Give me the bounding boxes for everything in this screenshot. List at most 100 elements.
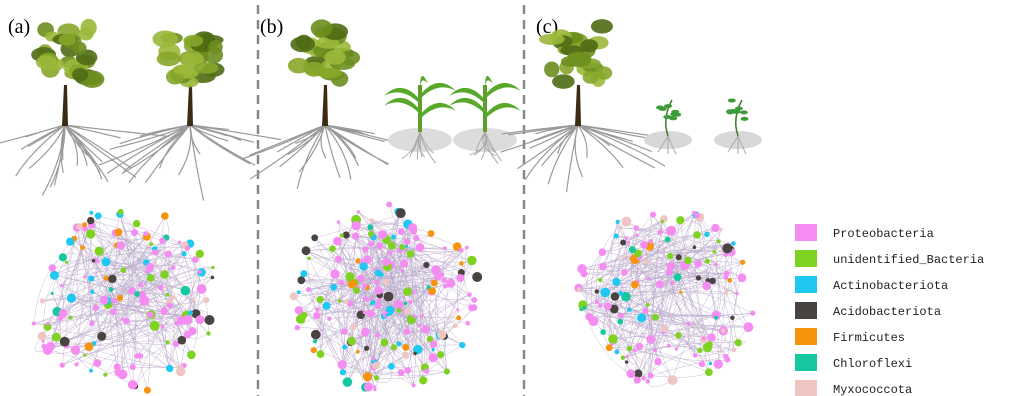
node	[147, 312, 154, 319]
node	[724, 276, 728, 280]
node	[707, 333, 715, 341]
node	[710, 278, 716, 284]
node	[634, 377, 641, 384]
node	[419, 376, 427, 384]
leaflet	[740, 110, 748, 114]
corn-plant	[449, 76, 521, 164]
legend-swatch	[795, 354, 817, 371]
node	[49, 264, 56, 271]
node	[167, 303, 173, 309]
node	[345, 272, 354, 281]
node	[196, 315, 205, 324]
node	[471, 297, 477, 303]
node	[635, 234, 638, 237]
node	[52, 333, 61, 342]
node	[625, 236, 629, 240]
node	[185, 246, 190, 251]
node	[598, 304, 602, 308]
legend-swatch	[795, 224, 817, 241]
node	[340, 369, 346, 375]
node	[714, 316, 718, 320]
node	[618, 291, 623, 296]
legend: Proteobacteriaunidentified_BacteriaActin…	[795, 224, 984, 396]
node	[627, 346, 632, 351]
node	[727, 278, 732, 283]
node	[420, 314, 423, 317]
node	[386, 202, 392, 208]
node	[198, 270, 202, 274]
node	[74, 362, 78, 366]
node	[138, 282, 143, 287]
node	[92, 259, 95, 262]
node	[720, 228, 723, 231]
node	[211, 276, 215, 280]
node	[46, 322, 50, 326]
node	[60, 284, 63, 287]
node	[467, 292, 472, 297]
node	[472, 272, 482, 282]
node	[40, 298, 45, 303]
node	[637, 313, 646, 322]
node	[694, 260, 701, 267]
leaf-cluster	[194, 62, 218, 74]
node	[667, 344, 671, 348]
tree	[500, 19, 683, 192]
node	[80, 245, 85, 250]
node	[166, 340, 170, 344]
node	[627, 241, 631, 245]
leaf	[420, 103, 456, 119]
node	[619, 226, 623, 230]
node	[356, 350, 360, 354]
node	[404, 239, 410, 245]
node	[343, 231, 350, 238]
node	[388, 250, 393, 255]
node	[339, 280, 345, 286]
illustrations	[0, 19, 762, 394]
node	[82, 222, 87, 227]
node	[340, 234, 344, 238]
node	[361, 328, 370, 337]
node	[714, 263, 717, 266]
network	[574, 211, 755, 387]
leaf	[485, 83, 521, 99]
node	[69, 316, 73, 320]
tree	[0, 19, 169, 196]
node	[152, 249, 158, 255]
node	[465, 246, 469, 250]
leaf	[420, 83, 456, 99]
node	[300, 270, 307, 277]
node	[67, 294, 76, 303]
node	[43, 345, 53, 355]
leaf-cluster	[36, 55, 57, 69]
node	[424, 369, 429, 374]
leaf-cluster	[544, 61, 559, 77]
node	[133, 220, 140, 227]
node	[206, 331, 210, 335]
node	[625, 355, 628, 358]
node	[396, 208, 406, 218]
node	[109, 287, 114, 292]
node	[627, 369, 636, 378]
node	[86, 229, 95, 238]
node	[337, 220, 340, 223]
node	[182, 251, 187, 256]
node	[697, 348, 702, 353]
node	[666, 226, 676, 236]
node	[611, 343, 614, 346]
tree	[241, 19, 411, 188]
node	[117, 241, 125, 249]
node	[642, 376, 646, 380]
trunk	[187, 85, 193, 126]
node	[412, 383, 416, 387]
leaf-cluster	[552, 74, 575, 89]
node	[364, 346, 369, 351]
node	[371, 357, 375, 361]
node	[178, 336, 187, 345]
node	[338, 360, 347, 369]
node	[611, 292, 620, 301]
leaflet	[656, 106, 664, 110]
node	[430, 340, 437, 347]
node	[620, 240, 626, 246]
node	[381, 339, 389, 347]
node	[295, 325, 300, 330]
